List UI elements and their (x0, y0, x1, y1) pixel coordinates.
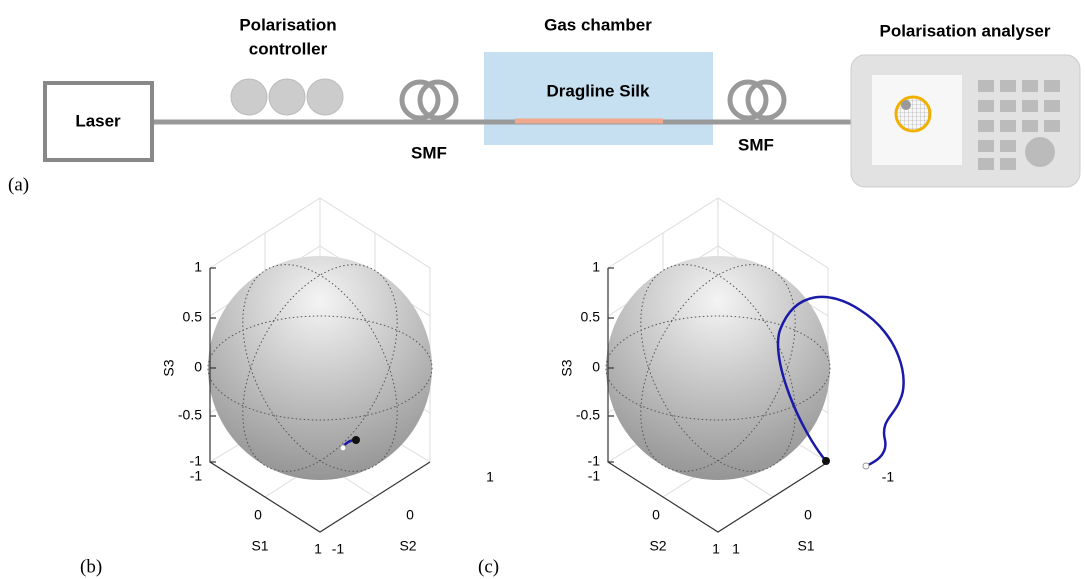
right-axis-label: S2 (399, 538, 416, 554)
z-tick-label: -1 (588, 453, 601, 469)
analyser-device (851, 55, 1080, 187)
end-point (340, 445, 346, 451)
start-point (352, 436, 360, 444)
right-tick-label: -1 (332, 541, 345, 557)
panel-label: (a) (8, 174, 29, 195)
paddles (231, 79, 343, 115)
figure: Laser Polarisation controller SMF Gas ch… (0, 0, 1085, 579)
sphere (606, 256, 830, 480)
right-tick-label: 0 (406, 507, 414, 523)
z-tick-label: 1 (592, 259, 600, 275)
left-tick-label: -1 (588, 468, 601, 484)
right-tick-label: 0 (804, 507, 812, 523)
left-tick-label: 1 (712, 541, 720, 557)
z-tick-label: -0.5 (178, 407, 202, 423)
controller-label: Polarisation (239, 15, 336, 34)
z-tick-label: 0 (194, 359, 202, 375)
right-tick-label: 1 (486, 469, 494, 485)
left-tick-label: 0 (254, 507, 262, 523)
z-axis-label: S3 (559, 359, 575, 376)
chamber-label: Gas chamber (544, 15, 652, 34)
panel-label: (c) (478, 556, 499, 577)
z-tick-label: -1 (190, 453, 203, 469)
left-tick-label: 1 (314, 541, 322, 557)
sample-label: Dragline Silk (547, 81, 651, 100)
right-tick-label: -1 (882, 469, 895, 485)
panel-label: (b) (80, 556, 102, 577)
sphere (208, 256, 432, 480)
z-axis-label: S3 (161, 359, 177, 376)
start-point (822, 457, 830, 465)
z-tick-label: 0.5 (183, 309, 203, 325)
right-axis-label: S1 (797, 538, 814, 554)
left-tick-label: -1 (190, 468, 203, 484)
z-tick-label: 0 (592, 359, 600, 375)
left-tick-label: 0 (652, 507, 660, 523)
poincare-sphere-b: 1 0.5 0 -0.5 -1 S3 -1 0 1 -1 0 1 S1 S2 (b) (80, 198, 494, 577)
left-axis-label: S1 (251, 538, 268, 554)
right-tick-label: 1 (732, 541, 740, 557)
setup-diagram: Laser Polarisation controller SMF Gas ch… (8, 15, 1080, 195)
controller-label: controller (249, 39, 328, 58)
z-tick-label: 1 (194, 259, 202, 275)
smf-label: SMF (738, 135, 774, 154)
left-axis-label: S2 (649, 538, 666, 554)
z-tick-label: -0.5 (576, 407, 600, 423)
end-point (863, 463, 869, 469)
smf-label: SMF (411, 143, 447, 162)
laser-label: Laser (75, 111, 121, 130)
analyser-label: Polarisation analyser (879, 21, 1050, 40)
z-tick-label: 0.5 (581, 309, 601, 325)
